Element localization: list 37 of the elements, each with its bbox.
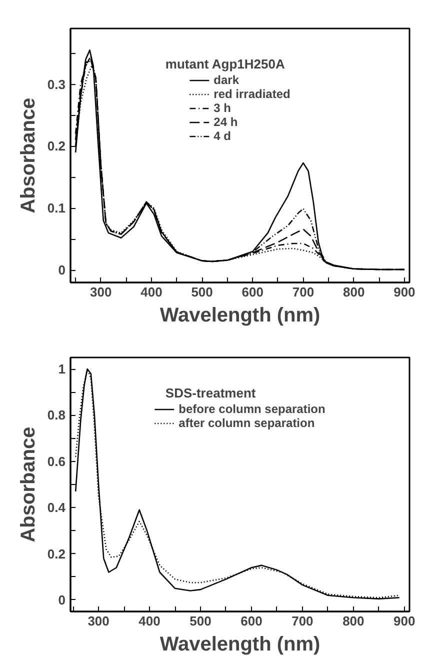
x-tick-label: 800: [342, 614, 364, 628]
y-tick-label: 0.2: [47, 138, 66, 154]
y-tick-label: 0.1: [47, 200, 66, 216]
legend-label: after column separation: [178, 416, 315, 430]
y-axis-title: Absorbance: [17, 426, 40, 542]
x-tick-label: 300: [90, 284, 112, 300]
x-tick-label: 300: [88, 614, 110, 628]
legend-label: 3 h: [214, 101, 232, 115]
x-tick-label: 500: [191, 284, 213, 300]
x-tick-label: 900: [394, 614, 416, 628]
legend-label: dark: [214, 73, 240, 87]
y-tick-label: 0: [58, 262, 66, 278]
x-tick-label: 900: [394, 284, 416, 300]
x-tick-label: 400: [140, 284, 162, 300]
y-tick-label: 0.4: [47, 500, 66, 516]
legend-label: 4 d: [214, 129, 232, 143]
x-tick-label: 700: [292, 284, 314, 300]
legend-label: before column separation: [178, 402, 326, 416]
y-tick-label: 1: [58, 362, 66, 377]
x-tick-label: 700: [292, 614, 314, 628]
y-tick-label: 0.2: [47, 546, 66, 562]
x-tick-label: 400: [138, 614, 160, 628]
x-tick-label: 500: [190, 614, 212, 628]
y-tick-label: 0.3: [47, 76, 66, 92]
x-axis-title: Wavelength (nm): [160, 304, 320, 326]
annotation: mutant Agp1H250A: [165, 56, 286, 72]
y-tick-label: 0: [58, 592, 66, 608]
y-axis-title: Absorbance: [17, 98, 40, 214]
y-tick-label: 0.6: [47, 454, 66, 469]
x-axis-title: Wavelength (nm): [160, 634, 320, 656]
legend-label: 24 h: [214, 115, 238, 129]
y-tick-label: 0.8: [47, 408, 66, 423]
x-tick-label: 600: [242, 284, 264, 300]
x-tick-label: 600: [240, 614, 262, 628]
annotation: SDS-treatment: [165, 386, 256, 401]
x-tick-label: 800: [343, 284, 365, 300]
legend-label: red irradiated: [214, 87, 290, 101]
